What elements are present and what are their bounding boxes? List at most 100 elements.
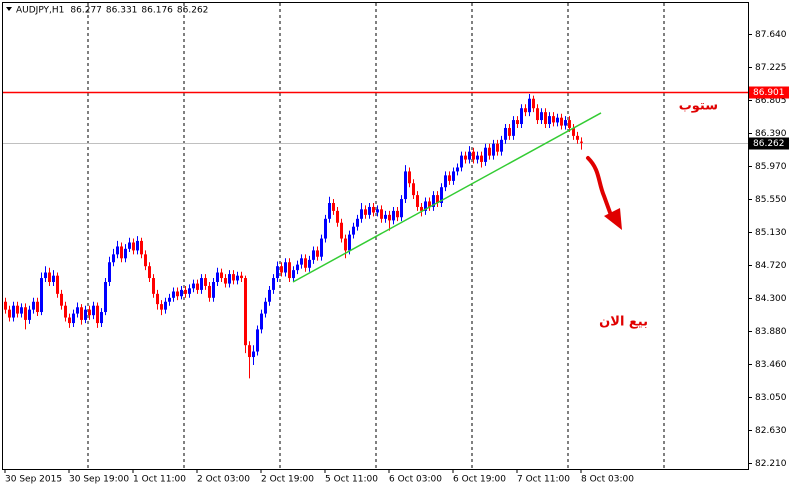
arrow-head xyxy=(604,208,622,230)
candle-body xyxy=(72,313,75,324)
y-tick-label: 82.210 xyxy=(755,459,787,469)
candle-body xyxy=(512,120,515,136)
candle-body xyxy=(472,151,475,160)
header-low: 86.176 xyxy=(141,6,173,16)
candle-body xyxy=(576,135,579,140)
y-tick-label: 86.805 xyxy=(755,96,787,106)
candle-body xyxy=(492,143,495,156)
candle-body xyxy=(204,278,207,286)
candle-body xyxy=(256,329,259,352)
candle-body xyxy=(124,248,127,259)
candle-body xyxy=(548,116,551,125)
candle-body xyxy=(76,307,79,314)
y-tick-label: 87.640 xyxy=(755,30,787,40)
candle-body xyxy=(100,312,103,324)
candle-body xyxy=(148,266,151,279)
candle-body xyxy=(340,222,343,239)
candle-body xyxy=(112,254,115,263)
candle-body xyxy=(212,282,215,298)
y-tick-label: 85.550 xyxy=(755,195,787,205)
candle-body xyxy=(380,209,383,219)
candle-body xyxy=(220,272,223,279)
candle-body xyxy=(192,283,195,289)
candle-body xyxy=(388,214,391,221)
arrow xyxy=(586,156,614,220)
candle-body xyxy=(272,278,275,290)
candle-body xyxy=(48,272,51,282)
candle-body xyxy=(364,209,367,215)
candle-body xyxy=(356,218,359,227)
candle-body xyxy=(160,304,163,310)
candle-body xyxy=(12,305,15,318)
candle-body xyxy=(528,98,531,113)
candle-body xyxy=(484,147,487,162)
candle-body xyxy=(300,258,303,265)
candle-body xyxy=(120,246,123,259)
candle-body xyxy=(236,275,239,281)
candle-body xyxy=(384,214,387,219)
candle-body xyxy=(404,171,407,200)
candle-body xyxy=(56,275,59,294)
candle-body xyxy=(552,116,555,123)
candle-body xyxy=(352,226,355,235)
candle-body xyxy=(296,264,299,271)
candle-body xyxy=(560,117,563,126)
candle-body xyxy=(428,201,431,207)
chart-title: AUDJPY,H1 xyxy=(16,6,64,16)
candle-body xyxy=(324,218,327,239)
candle-body xyxy=(80,307,83,320)
candle-body xyxy=(360,209,363,219)
candle-body xyxy=(540,112,543,121)
candle-body xyxy=(312,250,315,260)
candle-body xyxy=(532,98,535,109)
candle-body xyxy=(140,240,143,255)
candle-body xyxy=(420,206,423,211)
price-label: 86.901 xyxy=(753,88,785,98)
plot-frame xyxy=(2,2,749,470)
trendline xyxy=(292,112,602,283)
candle-body xyxy=(520,108,523,125)
candle-body xyxy=(136,240,139,251)
candle-body xyxy=(4,301,7,310)
candle-body xyxy=(224,278,227,284)
candle-body xyxy=(452,171,455,181)
candle-body xyxy=(432,195,435,207)
candle-body xyxy=(304,258,307,268)
candle-body xyxy=(524,108,527,113)
candle-body xyxy=(244,278,247,346)
candle-body xyxy=(168,297,171,302)
candle-body xyxy=(284,262,287,273)
x-tick-label: 5 Oct 11:00 xyxy=(325,475,378,485)
candle-body xyxy=(104,282,107,313)
candle-body xyxy=(156,293,159,305)
candle-body xyxy=(208,285,211,298)
menu-triangle[interactable] xyxy=(6,7,12,11)
candle-body xyxy=(372,206,375,213)
candle-body xyxy=(344,238,347,251)
x-tick-label: 1 Oct 11:00 xyxy=(133,475,186,485)
candle-body xyxy=(436,195,439,204)
candle-body xyxy=(188,288,191,294)
y-tick-label: 83.460 xyxy=(755,360,787,370)
candle-body xyxy=(464,155,467,160)
candle-body xyxy=(152,278,155,294)
candle-body xyxy=(96,305,99,324)
candle-body xyxy=(400,199,403,218)
candle-body xyxy=(572,127,575,136)
candle-body xyxy=(424,201,427,211)
candle-body xyxy=(196,283,199,290)
candle-body xyxy=(24,307,27,320)
candle-body xyxy=(36,301,39,313)
candle-body xyxy=(8,309,11,318)
header-close: 86.262 xyxy=(177,6,209,16)
candle-body xyxy=(564,120,567,126)
header-high: 86.331 xyxy=(106,6,138,16)
candle-body xyxy=(144,254,147,267)
candle-body xyxy=(260,313,263,330)
candle-body xyxy=(276,266,279,279)
candle-body xyxy=(128,242,131,249)
candle-body xyxy=(176,291,179,297)
candle-body xyxy=(456,167,459,172)
